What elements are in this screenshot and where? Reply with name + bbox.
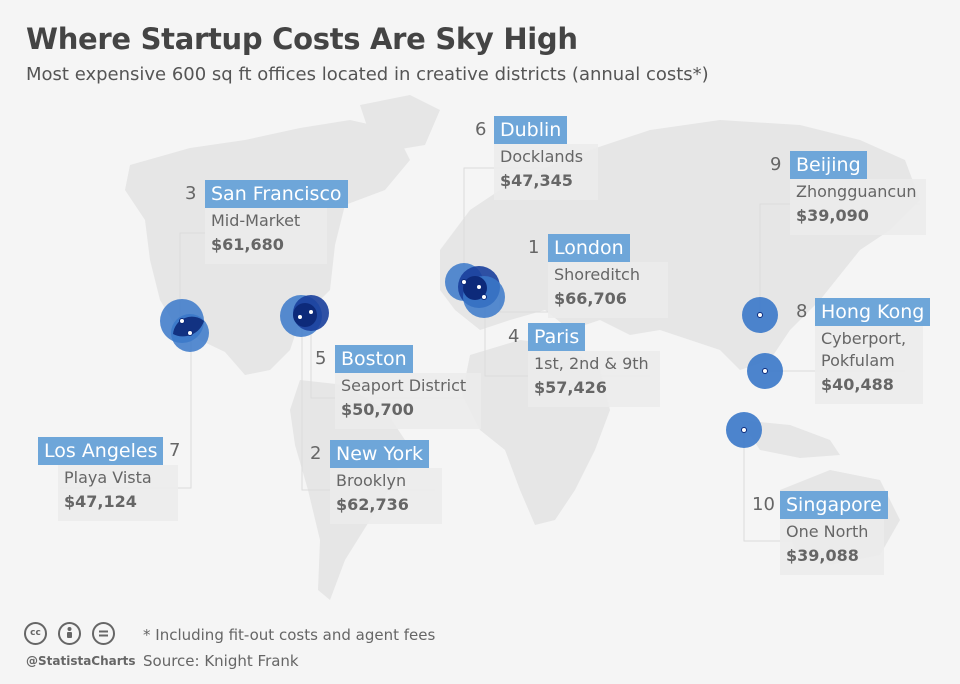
rank-label: 3 [185, 183, 197, 204]
district-label: Playa Vista [64, 468, 152, 487]
city-info-box: Playa Vista $47,124 [58, 465, 178, 521]
district-label: Brooklyn [336, 471, 407, 490]
cost-value: $39,090 [796, 206, 869, 225]
rank-label: 8 [796, 301, 808, 322]
city-name-label: Boston [335, 345, 413, 373]
district-label: Docklands [500, 147, 584, 166]
rank-label: 9 [770, 154, 782, 175]
dot-paris [481, 294, 487, 300]
cost-value: $40,488 [821, 375, 894, 394]
cost-value: $39,088 [786, 546, 859, 565]
city-info-box: Cyberport, Pokfulam $40,488 [815, 326, 923, 404]
rank-label: 6 [475, 119, 487, 140]
rank-label: 7 [169, 440, 181, 461]
dot-boston [308, 309, 314, 315]
dot-dublin [461, 279, 467, 285]
city-name-label: New York [330, 440, 430, 468]
district-label: Zhongguancun [796, 182, 917, 201]
cost-value: $57,426 [534, 378, 607, 397]
city-name-label: Dublin [494, 116, 568, 144]
dot-san-francisco [179, 318, 185, 324]
city-info-box: Mid-Market $61,680 [205, 208, 327, 264]
district-label: 1st, 2nd & 9th [534, 354, 649, 373]
city-info-box: Shoreditch $66,706 [548, 262, 668, 318]
no-derivatives-icon [92, 622, 115, 645]
district-label: Seaport District [341, 376, 467, 395]
district-label-line2: Pokfulam [821, 351, 895, 370]
dot-beijing [757, 312, 763, 318]
city-name-label: San Francisco [205, 180, 348, 208]
equals-icon [99, 630, 108, 637]
city-info-box: Brooklyn $62,736 [330, 468, 442, 524]
cost-value: $62,736 [336, 495, 409, 514]
city-name-label: Hong Kong [815, 298, 931, 326]
greenland-shape [360, 95, 440, 150]
district-label-line1: Cyberport, [821, 329, 907, 348]
attribution-icon [58, 622, 81, 645]
marker-core-us [293, 303, 317, 327]
dot-new-york [297, 314, 303, 320]
district-label: One North [786, 522, 869, 541]
person-icon [67, 627, 72, 638]
rank-label: 5 [315, 348, 327, 369]
city-dots [179, 279, 768, 433]
cost-value: $50,700 [341, 400, 414, 419]
statista-handle: @StatistaCharts [26, 654, 136, 668]
dot-london [476, 284, 482, 290]
city-name-label: Los Angeles [38, 437, 164, 465]
page-title: Where Startup Costs Are Sky High [26, 22, 578, 56]
city-info-box: 1st, 2nd & 9th $57,426 [528, 351, 660, 407]
city-info-box: Seaport District $50,700 [335, 373, 481, 429]
source-note: Source: Knight Frank [143, 652, 299, 670]
rank-label: 1 [528, 237, 540, 258]
city-name-label: Paris [528, 323, 586, 351]
district-label: Shoreditch [554, 265, 640, 284]
district-label: Mid-Market [211, 211, 301, 230]
marker-core-europe [463, 276, 487, 300]
rank-label: 2 [310, 443, 322, 464]
city-info-box: Docklands $47,345 [494, 144, 598, 200]
indonesia-shape [740, 420, 840, 458]
cost-value: $66,706 [554, 289, 627, 308]
page-subtitle: Most expensive 600 sq ft offices located… [26, 64, 709, 85]
city-info-box: Zhongguancun $39,090 [790, 179, 926, 235]
city-name-label: Singapore [780, 491, 888, 519]
cc-icon: cc [24, 622, 47, 645]
rank-label: 4 [508, 326, 520, 347]
city-name-label: London [548, 234, 630, 262]
dot-los-angeles [187, 330, 193, 336]
cost-value: $61,680 [211, 235, 284, 254]
footnote: * Including fit-out costs and agent fees [143, 626, 436, 644]
city-info-box: One North $39,088 [780, 519, 884, 575]
dot-singapore [741, 427, 747, 433]
cost-value: $47,345 [500, 171, 573, 190]
dot-hong-kong [762, 368, 768, 374]
cost-value: $47,124 [64, 492, 137, 511]
city-name-label: Beijing [790, 151, 867, 179]
rank-label: 10 [752, 494, 775, 515]
